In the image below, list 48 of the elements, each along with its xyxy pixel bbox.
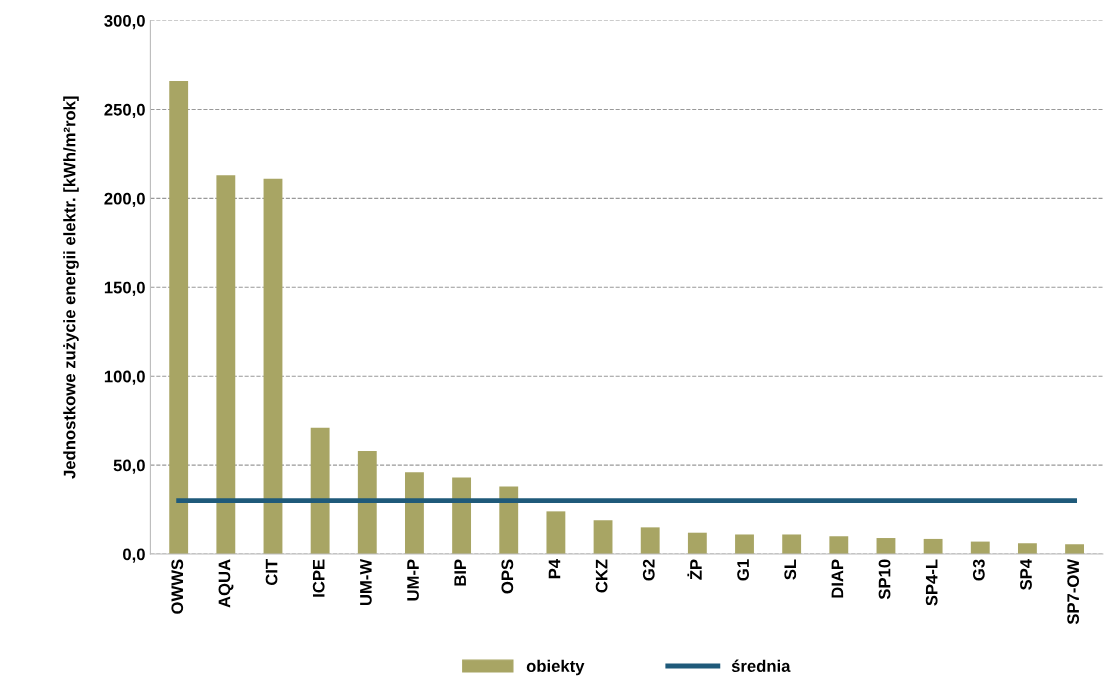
bar [452,477,472,555]
y-tick-label: 300,0 [104,14,145,30]
y-tick-label: 0,0 [123,548,145,563]
x-tick-label: ŻP [687,559,702,580]
y-tick-label: 100,0 [104,370,145,385]
x-tick-label: G3 [972,559,985,581]
legend-label: obiekty [526,659,585,676]
x-tick-label: OPS [501,559,514,594]
bar [357,450,377,555]
bar [687,532,707,555]
x-tick-label: SP4-L [925,559,938,606]
y-tick-label: 200,0 [104,192,145,207]
x-tick-label: SP7-OW [1067,558,1080,625]
bar [546,511,566,555]
x-tick-label: UM-W [360,558,372,606]
bar [1065,544,1084,555]
x-tick-label: P4 [548,558,561,579]
x-tick-label: CKZ [595,559,608,593]
x-tick-label: G2 [642,559,655,581]
x-tick-label: G1 [737,559,749,581]
x-tick-label: AQUA [218,559,234,608]
x-tick-label: OWWS [171,559,184,614]
x-tick-label: UM-P [407,559,419,601]
bar [923,538,943,555]
bar [735,534,754,555]
y-axis-title: Jednostkowe zużycie energii elektr. [kWh/m²rok] [63,96,79,479]
bar [829,536,849,555]
x-tick-label: SP10 [878,559,891,600]
bar [499,486,519,555]
y-tick-label: 250,0 [104,103,145,119]
bar [405,472,424,555]
x-tick-label: SP4 [1020,558,1032,590]
bar [640,527,660,555]
x-tick-label: BIP [454,559,466,586]
y-tick-label: 150,0 [104,281,145,296]
bar [310,427,330,555]
y-tick-label: 50,0 [113,459,145,474]
bar [169,80,189,555]
bar [216,175,236,555]
legend-label: średnia [731,659,791,672]
bar [1017,543,1037,555]
x-tick-label: ICPE [312,559,325,597]
x-tick-label: SL [784,559,797,580]
bar [593,520,613,555]
x-tick-label: DIAP [831,559,844,598]
x-tick-label: CIT [265,559,278,586]
bar [782,534,802,555]
bar [263,178,283,555]
